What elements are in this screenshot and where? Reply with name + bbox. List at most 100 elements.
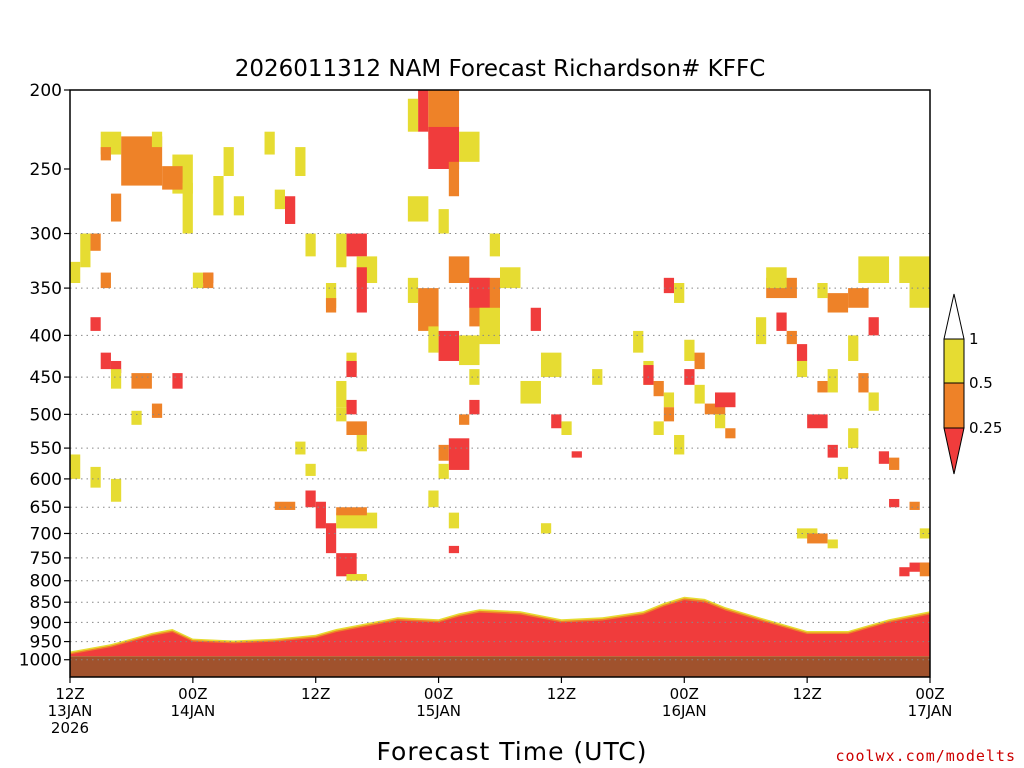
ri-cell xyxy=(858,256,890,284)
ri-cell xyxy=(663,407,675,422)
ri-cell xyxy=(796,344,808,361)
ri-cell xyxy=(520,380,541,404)
ri-cell xyxy=(694,352,705,370)
ri-cell xyxy=(356,267,367,313)
ri-cell xyxy=(674,283,685,303)
ri-cell xyxy=(489,233,500,257)
ri-cell xyxy=(407,196,429,222)
ri-cell xyxy=(878,451,890,464)
y-tick-label: 750 xyxy=(30,549,62,569)
ri-cell xyxy=(305,490,316,508)
ri-cell xyxy=(540,352,562,378)
y-tick-label: 250 xyxy=(30,160,62,180)
ri-cell xyxy=(848,288,869,308)
ri-cell xyxy=(264,131,275,155)
x-tick-label: 12Z xyxy=(792,685,821,703)
x-tick-label: 12Z xyxy=(55,685,84,703)
y-tick-label: 700 xyxy=(30,524,62,544)
ri-cell xyxy=(192,272,204,289)
ri-cell xyxy=(807,533,828,544)
ri-cell xyxy=(448,545,460,554)
ri-cell xyxy=(418,288,439,331)
ri-cell xyxy=(725,428,736,439)
ri-cell xyxy=(295,147,306,177)
ri-cell xyxy=(182,182,193,234)
ri-cell xyxy=(530,307,541,331)
ri-cell xyxy=(346,360,357,378)
y-tick-label: 500 xyxy=(30,405,62,425)
ri-cell xyxy=(817,283,828,299)
credit-text[interactable]: coolwx.com/modelts xyxy=(835,747,1016,765)
ri-cell xyxy=(766,267,787,289)
x-tick-label: 17JAN xyxy=(908,702,953,720)
ri-cell xyxy=(919,562,930,577)
ri-cell xyxy=(858,373,869,393)
legend-swatch xyxy=(943,382,965,429)
ri-cell xyxy=(346,421,367,435)
ri-cell xyxy=(162,166,183,190)
plot-frame xyxy=(69,89,931,678)
ri-cell xyxy=(807,414,828,429)
ground-layer xyxy=(70,656,930,677)
ri-cell xyxy=(274,189,285,210)
ri-cell xyxy=(868,392,879,411)
ri-cell xyxy=(776,312,787,331)
ri-cell xyxy=(203,272,214,289)
x-tick-label: 13JAN xyxy=(48,702,93,720)
ri-cell xyxy=(285,196,296,224)
ri-cell xyxy=(438,463,449,479)
ri-cell xyxy=(336,512,378,529)
ri-cell xyxy=(110,369,122,389)
ri-cell xyxy=(643,365,654,385)
x-tick-label: 00Z xyxy=(670,685,699,703)
y-tick-label: 550 xyxy=(30,439,62,459)
ri-cell xyxy=(438,209,449,234)
ri-cell xyxy=(131,373,152,389)
legend-bottom-triangle xyxy=(943,427,965,475)
x-tick-label: 00Z xyxy=(915,685,944,703)
ri-cell xyxy=(336,553,357,577)
ri-cell xyxy=(336,380,347,408)
ri-cell xyxy=(551,414,562,429)
ri-cell xyxy=(448,512,460,529)
x-axis-title: Forecast Time (UTC) xyxy=(377,737,648,766)
ri-cell xyxy=(827,444,838,458)
x-tick-label: 15JAN xyxy=(416,702,461,720)
ri-cell xyxy=(909,501,920,510)
ri-cell xyxy=(438,330,460,361)
ri-cell xyxy=(110,193,122,222)
ri-cell xyxy=(274,501,296,510)
ri-cell xyxy=(848,428,859,449)
ri-cell xyxy=(899,567,910,577)
ri-cell xyxy=(919,528,930,539)
ri-cell xyxy=(110,360,122,374)
ri-cell xyxy=(479,307,500,345)
ri-cell xyxy=(438,444,449,461)
ri-cell xyxy=(223,147,234,177)
ri-cell xyxy=(663,392,675,408)
ri-cell xyxy=(459,335,480,366)
ri-cell xyxy=(827,539,838,549)
ri-cell xyxy=(70,261,81,284)
x-tick-label: 00Z xyxy=(424,685,453,703)
ri-cell xyxy=(653,421,664,435)
legend-label: 0.5 xyxy=(969,374,993,392)
ri-cell xyxy=(715,392,736,408)
ri-cell xyxy=(90,317,101,331)
ri-cell xyxy=(909,277,930,308)
y-tick-label: 650 xyxy=(30,498,62,518)
y-tick-label: 400 xyxy=(30,326,62,346)
ri-cell xyxy=(889,498,900,508)
ri-cell xyxy=(500,267,521,289)
ri-cell xyxy=(90,466,101,488)
ri-cell xyxy=(428,326,439,353)
legend-top-triangle xyxy=(943,293,965,340)
ri-cell xyxy=(653,380,664,397)
ri-cell xyxy=(755,317,767,345)
legend-swatch xyxy=(943,338,965,384)
ri-cell xyxy=(704,403,726,415)
ri-cell xyxy=(325,523,337,554)
ri-cell xyxy=(325,283,337,308)
ri-cell xyxy=(469,399,480,415)
ri-cell xyxy=(448,161,460,197)
